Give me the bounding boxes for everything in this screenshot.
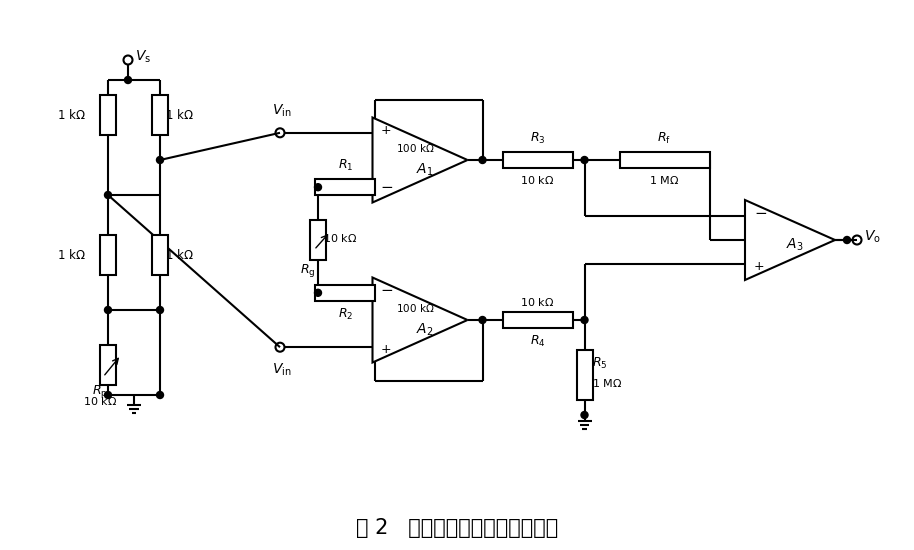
Text: 10 k$\Omega$: 10 k$\Omega$ (520, 296, 555, 308)
Polygon shape (745, 200, 835, 280)
Bar (152, 95, 168, 135)
Bar (310, 220, 326, 260)
Text: $V_{\rm in}$: $V_{\rm in}$ (272, 102, 292, 119)
Circle shape (581, 316, 588, 323)
Text: $R_{\rm p}$: $R_{\rm p}$ (92, 383, 108, 400)
Text: $A_1$: $A_1$ (416, 162, 434, 178)
Text: 10 k$\Omega$: 10 k$\Omega$ (83, 395, 117, 407)
Text: $R_1$: $R_1$ (337, 158, 353, 173)
Circle shape (479, 316, 486, 323)
Text: 1 k$\Omega$: 1 k$\Omega$ (165, 248, 194, 262)
Bar (100, 235, 116, 275)
Polygon shape (373, 118, 467, 202)
Text: $R_3$: $R_3$ (530, 131, 546, 146)
Text: $V_{\rm o}$: $V_{\rm o}$ (864, 229, 881, 245)
Text: $A_3$: $A_3$ (786, 237, 803, 253)
Text: $R_5$: $R_5$ (592, 355, 608, 371)
Text: −: − (754, 206, 767, 222)
Circle shape (314, 184, 322, 191)
Text: 100 k$\Omega$: 100 k$\Omega$ (396, 142, 434, 154)
Circle shape (844, 236, 851, 244)
Text: +: + (380, 124, 391, 138)
Text: $R_{\rm f}$: $R_{\rm f}$ (657, 131, 672, 146)
Text: $R_2$: $R_2$ (337, 307, 353, 322)
Bar (100, 95, 116, 135)
Text: 100 k$\Omega$: 100 k$\Omega$ (396, 302, 434, 314)
Bar (503, 312, 572, 328)
Text: 1 M$\Omega$: 1 M$\Omega$ (592, 377, 622, 389)
Circle shape (104, 392, 112, 399)
Bar (620, 152, 709, 168)
Text: 10 k$\Omega$: 10 k$\Omega$ (520, 174, 555, 186)
Bar (577, 350, 592, 400)
Circle shape (156, 157, 164, 163)
Bar (100, 345, 116, 385)
Text: 1 k$\Omega$: 1 k$\Omega$ (58, 248, 86, 262)
Circle shape (581, 157, 588, 163)
Bar (315, 179, 376, 195)
Text: $V_{\rm in}$: $V_{\rm in}$ (272, 361, 292, 378)
Circle shape (156, 392, 164, 399)
Circle shape (104, 191, 112, 199)
Circle shape (581, 411, 588, 419)
Text: 1 M$\Omega$: 1 M$\Omega$ (649, 174, 680, 186)
Circle shape (314, 289, 322, 296)
Bar (503, 152, 572, 168)
Circle shape (104, 306, 112, 313)
Text: $R_4$: $R_4$ (530, 334, 546, 349)
Text: −: − (380, 180, 393, 195)
Circle shape (124, 76, 132, 84)
Text: 图 2   由单运放组成的仪表放大器: 图 2 由单运放组成的仪表放大器 (356, 518, 558, 538)
Bar (152, 235, 168, 275)
Bar (315, 285, 376, 301)
Text: 10 k$\Omega$: 10 k$\Omega$ (323, 232, 357, 244)
Text: $A_2$: $A_2$ (416, 322, 434, 338)
Text: $R_{\rm g}$: $R_{\rm g}$ (300, 262, 315, 279)
Text: $V_{\rm s}$: $V_{\rm s}$ (135, 49, 151, 65)
Text: −: − (380, 283, 393, 298)
Text: +: + (380, 343, 391, 356)
Circle shape (156, 306, 164, 313)
Text: 1 k$\Omega$: 1 k$\Omega$ (165, 108, 194, 122)
Polygon shape (373, 278, 467, 362)
Circle shape (479, 157, 486, 163)
Text: +: + (754, 260, 765, 272)
Text: 1 k$\Omega$: 1 k$\Omega$ (58, 108, 86, 122)
